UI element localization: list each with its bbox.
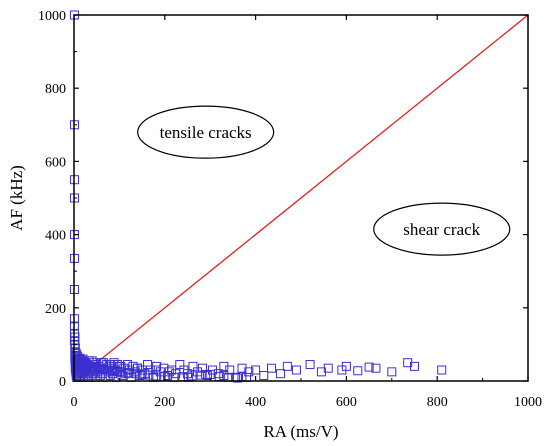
data-point bbox=[232, 373, 242, 383]
data-point bbox=[87, 356, 97, 366]
annotation-layer: tensile cracks shear crack bbox=[137, 105, 511, 256]
data-point bbox=[410, 361, 419, 371]
y-tick-label: 200 bbox=[45, 302, 66, 317]
data-point bbox=[164, 367, 174, 377]
data-point bbox=[78, 354, 88, 364]
data-point bbox=[305, 360, 315, 370]
data-point bbox=[130, 369, 140, 379]
data-point bbox=[183, 369, 192, 379]
data-point bbox=[128, 361, 138, 371]
data-point bbox=[291, 365, 301, 375]
data-point bbox=[371, 363, 381, 373]
data-points-layer bbox=[69, 10, 447, 383]
data-point bbox=[197, 363, 207, 373]
data-point bbox=[323, 363, 333, 373]
annotation-ellipse bbox=[373, 202, 511, 256]
data-point bbox=[123, 368, 133, 378]
data-point bbox=[188, 361, 198, 371]
data-point bbox=[341, 361, 351, 371]
y-tick-label: 0 bbox=[59, 375, 66, 390]
data-point bbox=[117, 367, 127, 377]
data-point bbox=[387, 367, 397, 377]
data-point bbox=[202, 371, 212, 381]
data-point bbox=[112, 366, 122, 376]
data-point bbox=[282, 361, 292, 371]
data-point bbox=[219, 371, 229, 381]
data-point bbox=[105, 360, 115, 370]
y-tick-label: 1000 bbox=[38, 9, 66, 24]
data-point bbox=[266, 363, 276, 373]
data-point bbox=[151, 365, 161, 375]
y-tick-label: 400 bbox=[45, 229, 66, 244]
data-point bbox=[85, 361, 95, 371]
data-point bbox=[151, 371, 161, 381]
data-point bbox=[353, 366, 363, 376]
data-point bbox=[276, 369, 286, 379]
data-point bbox=[437, 365, 447, 375]
data-point bbox=[94, 363, 104, 373]
data-point bbox=[99, 364, 109, 374]
data-point bbox=[259, 371, 269, 381]
annotation-text: tensile cracks bbox=[160, 123, 252, 142]
y-tick-label: 800 bbox=[45, 82, 66, 97]
data-point bbox=[201, 369, 211, 379]
data-point bbox=[135, 371, 145, 381]
x-axis-title: RA (ms/V) bbox=[263, 422, 338, 441]
data-point bbox=[133, 363, 143, 373]
data-point bbox=[137, 369, 147, 379]
reference-line bbox=[73, 14, 529, 382]
data-point bbox=[187, 371, 197, 381]
annotation-text: shear crack bbox=[403, 220, 480, 239]
reference-line-layer bbox=[73, 14, 529, 382]
annotation-ellipse bbox=[137, 105, 275, 159]
data-point bbox=[144, 370, 154, 380]
data-point bbox=[196, 370, 206, 380]
data-point bbox=[251, 365, 261, 375]
y-axis-title: AF (kHz) bbox=[7, 165, 26, 231]
x-tick-label: 400 bbox=[245, 395, 266, 410]
x-tick-label: 200 bbox=[154, 395, 175, 410]
data-point bbox=[364, 362, 374, 372]
x-tick-label: 800 bbox=[427, 395, 448, 410]
axis-ticks-layer: 0 200 400 600 800 1000 0 200 400 600 800 1000 bbox=[38, 9, 542, 410]
data-point bbox=[70, 332, 80, 342]
data-point bbox=[114, 361, 124, 371]
data-point bbox=[103, 365, 113, 375]
data-point bbox=[244, 367, 254, 377]
y-tick-label: 600 bbox=[45, 155, 66, 170]
data-point bbox=[96, 358, 106, 368]
x-tick-label: 0 bbox=[71, 395, 78, 410]
annotation-1: tensile cracks bbox=[137, 105, 275, 159]
data-point bbox=[71, 349, 81, 359]
data-point bbox=[225, 365, 235, 375]
data-point bbox=[143, 360, 153, 370]
x-tick-label: 1000 bbox=[514, 395, 542, 410]
x-tick-label: 600 bbox=[336, 395, 357, 410]
annotation-2: shear crack bbox=[373, 202, 511, 256]
